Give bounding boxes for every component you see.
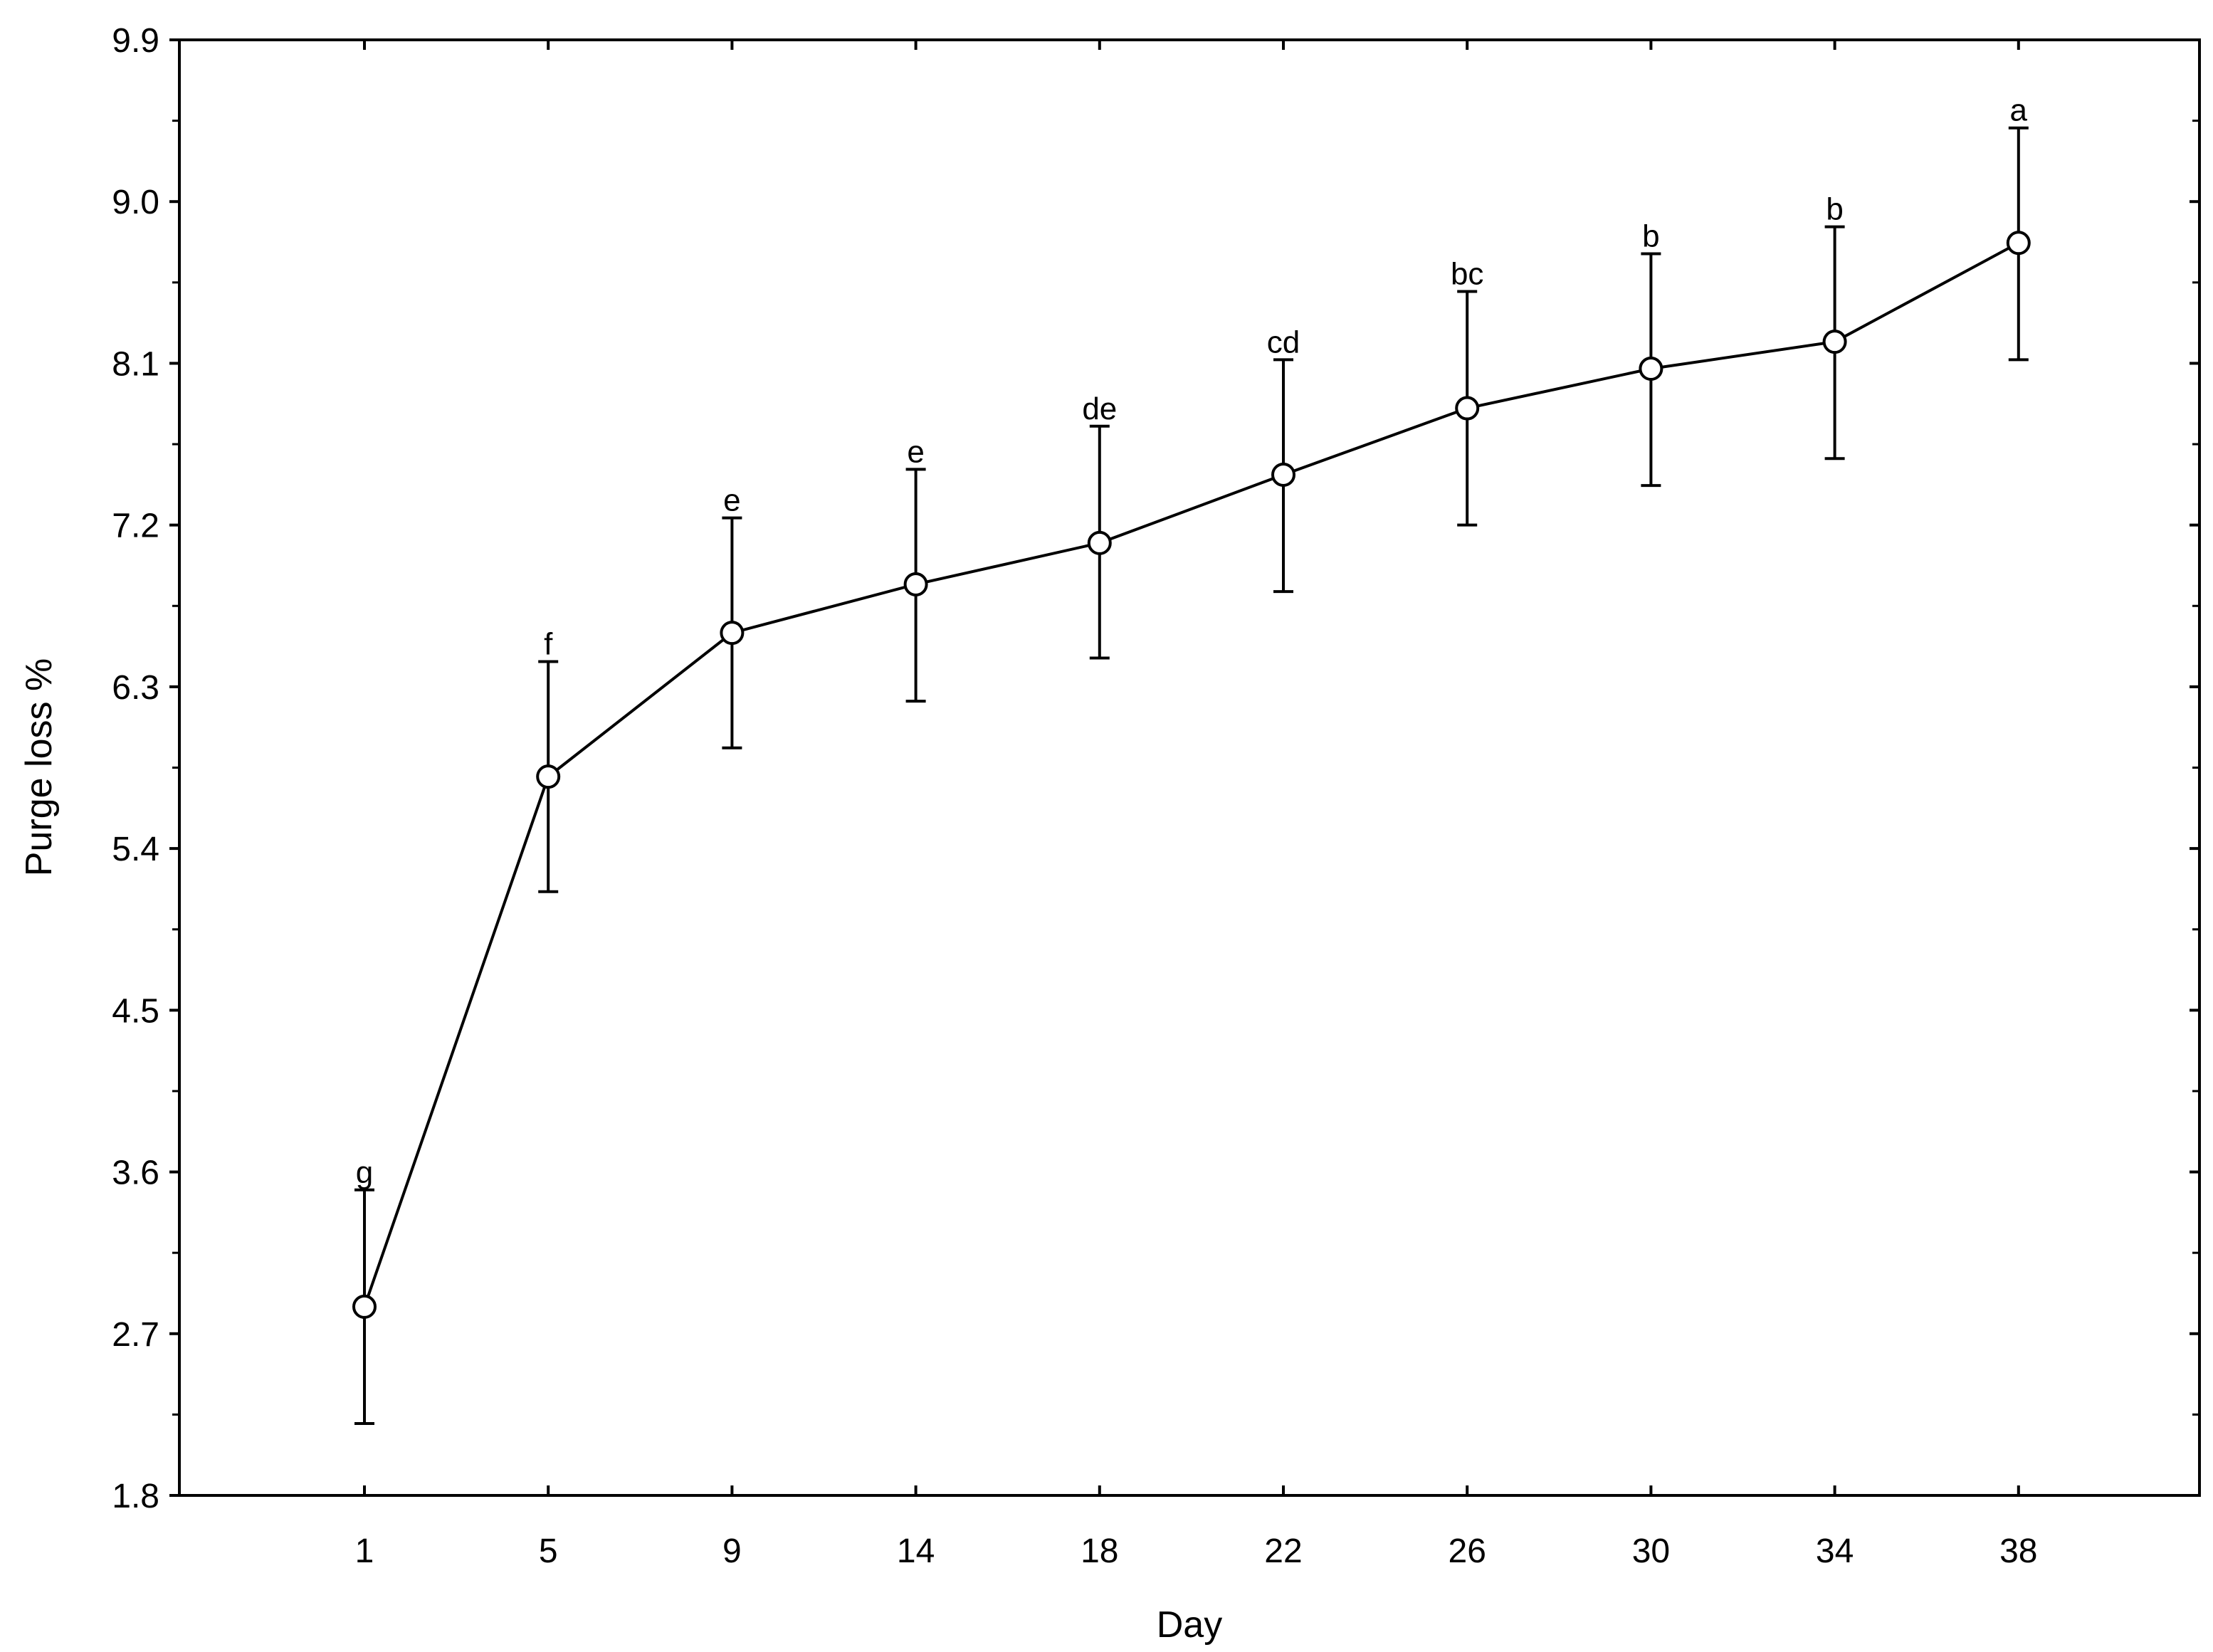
x-tick-label: 18 <box>1081 1532 1118 1570</box>
data-point <box>2006 231 2031 256</box>
series-line <box>363 241 2019 1308</box>
data-point <box>720 621 745 646</box>
data-point <box>352 1294 377 1319</box>
y-tick-label: 8.1 <box>112 345 159 383</box>
significance-label: f <box>544 627 553 662</box>
x-axis-ticks: 1 5 9 14 18 22 26 30 34 38 <box>355 40 2037 1570</box>
x-tick-label: 1 <box>355 1532 374 1570</box>
x-tick-label: 26 <box>1449 1532 1486 1570</box>
significance-label: e <box>723 483 740 518</box>
x-tick-label: 9 <box>722 1532 742 1570</box>
significance-label: b <box>1642 219 1659 253</box>
x-tick-label: 38 <box>1999 1532 2037 1570</box>
data-point <box>1455 396 1480 421</box>
significance-label: de <box>1082 391 1117 426</box>
data-point <box>1271 462 1295 487</box>
x-tick-label: 34 <box>1816 1532 1854 1570</box>
x-tick-label: 22 <box>1264 1532 1302 1570</box>
y-tick-label: 2.7 <box>112 1316 159 1354</box>
significance-label: b <box>1826 192 1843 227</box>
data-point <box>1822 330 1847 354</box>
data-point <box>536 764 561 789</box>
significance-label: e <box>907 434 924 469</box>
y-axis-title: Purge loss % <box>19 658 60 876</box>
series-layer: g f e e de cd bc b b a <box>352 93 2031 1426</box>
significance-label: a <box>2010 93 2028 128</box>
data-point <box>903 572 928 596</box>
data-point <box>1087 530 1112 555</box>
significance-label: bc <box>1451 256 1483 291</box>
y-tick-label: 5.4 <box>112 831 159 868</box>
x-tick-label: 5 <box>539 1532 558 1570</box>
y-tick-label: 6.3 <box>112 669 159 707</box>
y-tick-label: 9.0 <box>112 184 159 221</box>
significance-label: cd <box>1267 325 1300 359</box>
x-tick-label: 14 <box>897 1532 935 1570</box>
data-point <box>1639 357 1663 382</box>
y-axis-ticks: 1.8 2.7 3.6 4.5 5.4 6.3 7.2 8.1 9.0 9.9 <box>112 22 2199 1515</box>
y-tick-label: 3.6 <box>112 1154 159 1192</box>
y-tick-label: 9.9 <box>112 22 159 60</box>
plot-frame <box>178 38 2201 1497</box>
y-tick-label: 7.2 <box>112 507 159 545</box>
x-tick-label: 30 <box>1632 1532 1670 1570</box>
significance-label: g <box>356 1155 373 1190</box>
x-axis-title: Day <box>1157 1604 1222 1646</box>
y-tick-label: 4.5 <box>112 992 159 1030</box>
y-tick-label: 1.8 <box>112 1478 159 1515</box>
